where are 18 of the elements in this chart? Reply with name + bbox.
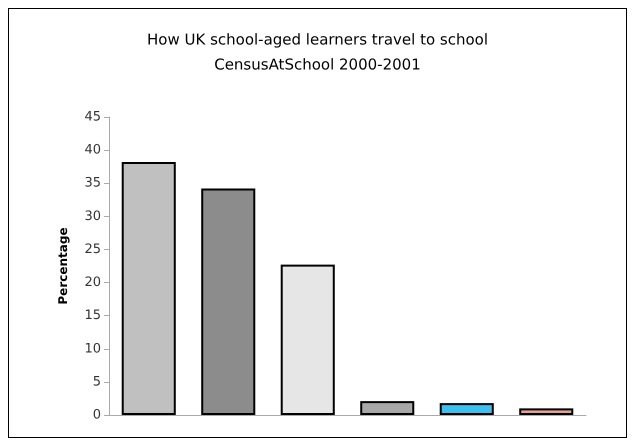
y-tick-label: 20 bbox=[84, 275, 101, 290]
y-tick-label: 30 bbox=[84, 208, 101, 224]
y-axis-title: Percentage bbox=[56, 227, 70, 305]
chart-subtitle: CensusAtSchool 2000-2001 bbox=[214, 56, 421, 74]
y-tick-label: 10 bbox=[84, 341, 101, 356]
y-tick-label: 35 bbox=[84, 176, 101, 191]
bar bbox=[201, 188, 256, 415]
y-tick-label: 45 bbox=[84, 110, 101, 124]
y-tick-label: 5 bbox=[92, 374, 101, 390]
bar bbox=[519, 408, 574, 415]
y-tick-label: 25 bbox=[84, 242, 101, 257]
bar bbox=[280, 264, 335, 415]
y-tick-label: 15 bbox=[84, 308, 101, 324]
y-tick-label: 40 bbox=[84, 142, 101, 158]
bar bbox=[122, 162, 176, 415]
y-tick-label: 0 bbox=[92, 408, 101, 422]
bar bbox=[440, 403, 494, 415]
chart-title: How UK school-aged learners travel to school bbox=[147, 30, 488, 48]
